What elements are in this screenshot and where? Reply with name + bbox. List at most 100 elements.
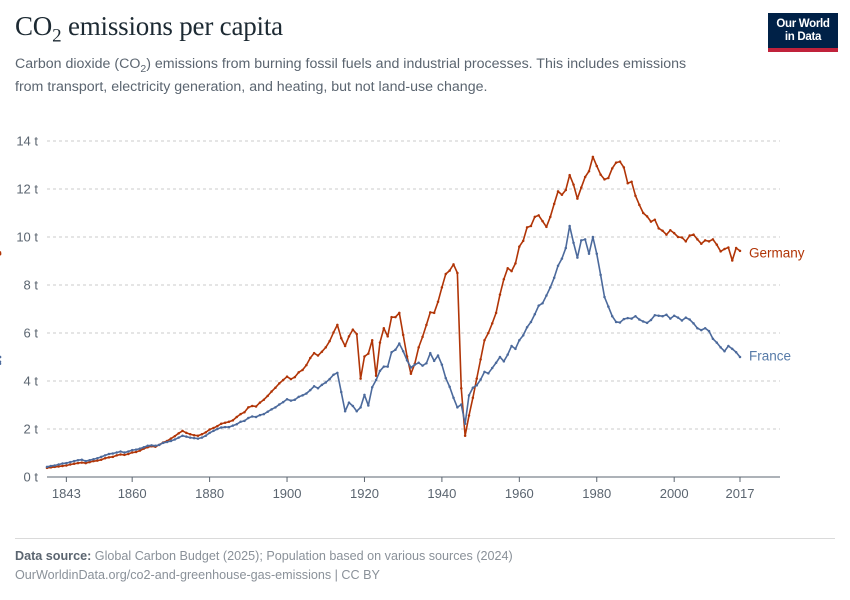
series-point bbox=[374, 378, 378, 382]
series-point bbox=[680, 236, 684, 239]
series-point bbox=[281, 378, 285, 382]
series-point bbox=[401, 349, 405, 353]
series-point bbox=[374, 374, 378, 377]
series-point bbox=[219, 426, 223, 429]
series-point bbox=[328, 377, 331, 381]
series-point bbox=[599, 173, 602, 176]
x-axis-tick-label: 2000 bbox=[660, 486, 689, 501]
series-point bbox=[111, 455, 115, 459]
series-point bbox=[312, 351, 316, 355]
series-point bbox=[370, 338, 374, 342]
series-point bbox=[316, 354, 320, 357]
series-point bbox=[227, 425, 231, 429]
series-point bbox=[432, 359, 436, 363]
series-point bbox=[370, 385, 374, 389]
series-point bbox=[84, 459, 87, 463]
series-point bbox=[572, 183, 575, 186]
series-point bbox=[266, 394, 269, 398]
series-point bbox=[115, 451, 118, 454]
series-point bbox=[355, 332, 358, 336]
series-point bbox=[274, 386, 277, 389]
series-point bbox=[270, 408, 273, 411]
title-rest: emissions per capita bbox=[61, 11, 283, 41]
series-label-germany[interactable]: Germany bbox=[749, 245, 805, 260]
series-point bbox=[665, 233, 668, 236]
series-point bbox=[510, 344, 513, 348]
series-point bbox=[665, 313, 668, 317]
series-point bbox=[460, 386, 463, 390]
series-point bbox=[583, 238, 587, 241]
title-subscript: 2 bbox=[52, 25, 62, 47]
series-point bbox=[576, 256, 579, 259]
series-point bbox=[254, 415, 258, 419]
series-point bbox=[363, 355, 366, 358]
series-point bbox=[127, 452, 130, 456]
series-point bbox=[580, 186, 583, 189]
series-point bbox=[208, 431, 211, 435]
series-point bbox=[634, 314, 637, 318]
series-point bbox=[572, 241, 575, 245]
logo-line-2: in Data bbox=[784, 30, 822, 43]
series-point bbox=[707, 329, 711, 333]
series-point bbox=[591, 155, 595, 159]
x-axis-tick-label: 1960 bbox=[505, 486, 534, 501]
series-point bbox=[731, 259, 734, 262]
series-point bbox=[134, 448, 138, 451]
line-chart-svg[interactable]: 0 t 2 t 4 t 6 t 8 t 10 t 12 t 14 t 1843 1860 1880… bbox=[0, 95, 850, 535]
series-point bbox=[0, 362, 2, 365]
series-point bbox=[123, 453, 126, 457]
series-point bbox=[471, 396, 475, 400]
series-point bbox=[80, 458, 84, 461]
y-axis-tick-label: 14 t bbox=[16, 134, 38, 149]
series-point bbox=[622, 166, 626, 169]
series-point bbox=[293, 375, 297, 379]
series-point bbox=[405, 359, 409, 362]
series-point bbox=[297, 371, 300, 374]
series-point bbox=[425, 323, 428, 327]
series-point bbox=[738, 249, 742, 253]
y-axis-tick-label: 4 t bbox=[24, 374, 39, 389]
series-point bbox=[223, 425, 227, 429]
series-point bbox=[336, 323, 339, 327]
series-point bbox=[339, 390, 343, 394]
series-point bbox=[421, 364, 424, 367]
series-point bbox=[479, 358, 482, 361]
x-axis-tick-label: 1880 bbox=[195, 486, 224, 501]
series-point bbox=[146, 444, 149, 448]
series-point bbox=[192, 433, 196, 437]
series-line-france[interactable] bbox=[46, 225, 741, 468]
series-point bbox=[0, 360, 2, 364]
series-point bbox=[324, 381, 327, 384]
source-link-line[interactable]: OurWorldinData.org/co2-and-greenhouse-ga… bbox=[15, 568, 380, 583]
series-point bbox=[413, 363, 417, 366]
series-point bbox=[347, 335, 351, 338]
series-point bbox=[634, 194, 637, 197]
series-point bbox=[494, 311, 498, 315]
series-point bbox=[231, 424, 235, 427]
series-point bbox=[487, 331, 490, 335]
series-point bbox=[545, 294, 548, 297]
series-point bbox=[57, 465, 60, 468]
series-point bbox=[657, 314, 660, 317]
series-point bbox=[560, 193, 564, 197]
series-point bbox=[498, 355, 502, 359]
our-world-in-data-logo[interactable]: Our World in Data bbox=[768, 13, 838, 52]
series-label-france[interactable]: France bbox=[749, 349, 791, 364]
y-axis-tick-label: 10 t bbox=[16, 230, 38, 245]
series-point bbox=[533, 313, 537, 316]
series-point bbox=[529, 224, 533, 228]
series-point bbox=[638, 318, 641, 321]
series-point bbox=[185, 435, 188, 438]
series-point bbox=[700, 242, 703, 245]
series-point bbox=[127, 450, 130, 453]
series-point bbox=[614, 320, 618, 324]
series-point bbox=[200, 436, 204, 439]
series-point bbox=[390, 350, 393, 354]
series-point bbox=[57, 463, 60, 466]
chart-subtitle: Carbon dioxide (CO2) emissions from burn… bbox=[15, 54, 715, 97]
series-point bbox=[165, 440, 169, 444]
series-point bbox=[212, 429, 215, 433]
series-point bbox=[436, 300, 440, 304]
series-line-germany[interactable] bbox=[46, 156, 741, 469]
series-point bbox=[247, 406, 250, 409]
